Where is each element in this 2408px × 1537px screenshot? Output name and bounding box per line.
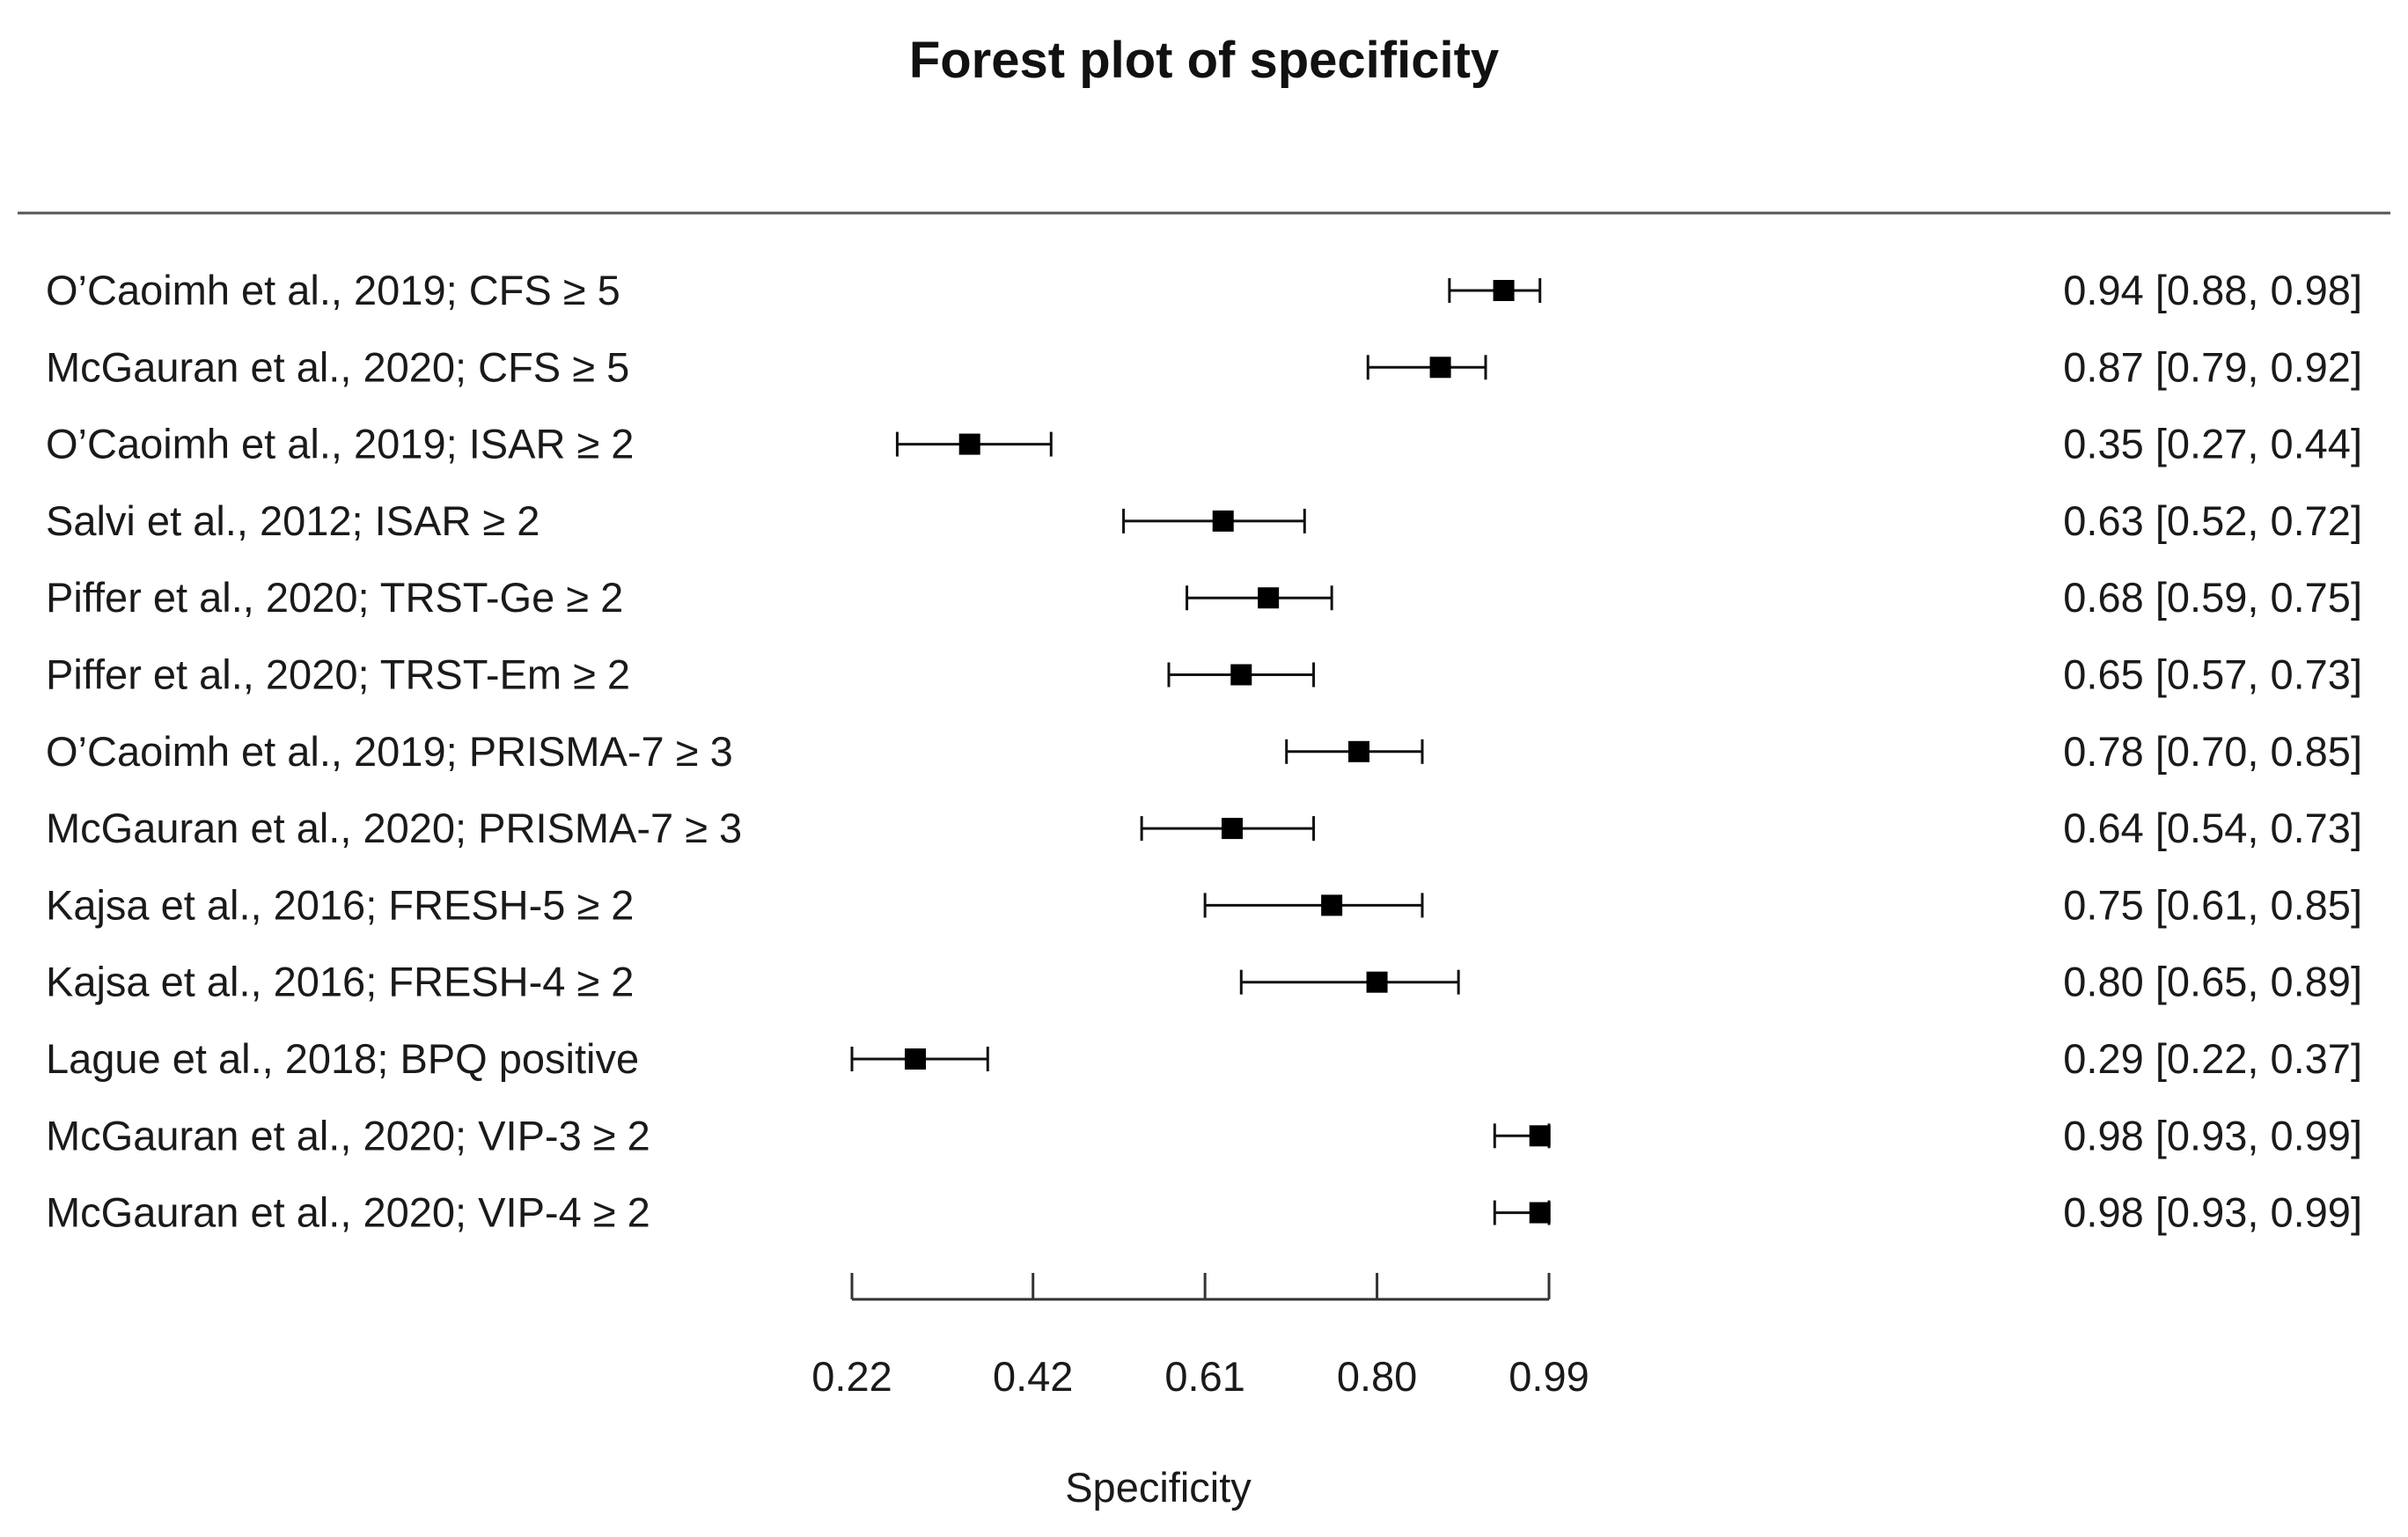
x-axis-label: Specificity: [1065, 1464, 1252, 1511]
study-row: Piffer et al., 2020; TRST-Ge ≥ 2 0.68 [0.…: [46, 574, 2362, 621]
point-estimate-marker: [958, 433, 980, 455]
study-row: O’Caoimh et al., 2019; ISAR ≥ 2 0.35 [0.2…: [46, 421, 2362, 467]
study-value: 0.78 [0.70, 0.85]: [2063, 728, 2362, 775]
study-row: McGauran et al., 2020; CFS ≥ 5 0.87 [0.79…: [46, 343, 2362, 390]
x-tick-label: 0.42: [993, 1353, 1073, 1400]
study-row: Piffer et al., 2020; TRST-Em ≥ 2 0.65 [0.…: [46, 651, 2362, 698]
study-value: 0.29 [0.22, 0.37]: [2063, 1035, 2362, 1082]
x-tick-label: 0.22: [811, 1353, 892, 1400]
study-label: Kajsa et al., 2016; FRESH-4 ≥ 2: [46, 959, 634, 1005]
study-row: Kajsa et al., 2016; FRESH-4 ≥ 2 0.80 [0.6…: [46, 959, 2362, 1005]
study-label: McGauran et al., 2020; PRISMA-7 ≥ 3: [46, 805, 742, 851]
study-label: McGauran et al., 2020; CFS ≥ 5: [46, 343, 629, 390]
point-estimate-marker: [1212, 510, 1234, 532]
study-row: Lague et al., 2018; BPQ positive 0.29 [0.…: [46, 1035, 2362, 1082]
study-label: Salvi et al., 2012; ISAR ≥ 2: [46, 497, 540, 544]
study-label: Lague et al., 2018; BPQ positive: [46, 1035, 639, 1082]
study-label: Piffer et al., 2020; TRST-Ge ≥ 2: [46, 574, 623, 621]
study-value: 0.80 [0.65, 0.89]: [2063, 959, 2362, 1005]
point-estimate-marker: [905, 1048, 926, 1070]
study-value: 0.75 [0.61, 0.85]: [2063, 881, 2362, 928]
study-label: McGauran et al., 2020; VIP-3 ≥ 2: [46, 1112, 650, 1158]
point-estimate-marker: [1493, 280, 1515, 301]
x-tick-label: 0.80: [1337, 1353, 1417, 1400]
point-estimate-marker: [1258, 587, 1280, 609]
study-label: O’Caoimh et al., 2019; ISAR ≥ 2: [46, 421, 634, 467]
study-label: Kajsa et al., 2016; FRESH-5 ≥ 2: [46, 881, 634, 928]
study-row: Kajsa et al., 2016; FRESH-5 ≥ 2 0.75 [0.6…: [46, 881, 2362, 928]
point-estimate-marker: [1321, 894, 1343, 916]
study-rows: O’Caoimh et al., 2019; CFS ≥ 5 0.94 [0.88…: [46, 267, 2362, 1236]
study-row: McGauran et al., 2020; VIP-4 ≥ 2 0.98 [0.…: [46, 1189, 2362, 1236]
study-value: 0.98 [0.93, 0.99]: [2063, 1189, 2362, 1236]
study-value: 0.68 [0.59, 0.75]: [2063, 574, 2362, 621]
x-tick-label: 0.61: [1164, 1353, 1244, 1400]
study-label: O’Caoimh et al., 2019; PRISMA-7 ≥ 3: [46, 728, 733, 775]
x-axis: 0.22 0.42 0.61 0.80 0.99: [811, 1273, 1589, 1400]
study-row: O’Caoimh et al., 2019; PRISMA-7 ≥ 3 0.78 …: [46, 728, 2362, 775]
x-tick-label: 0.99: [1509, 1353, 1589, 1400]
study-value: 0.64 [0.54, 0.73]: [2063, 805, 2362, 851]
study-value: 0.98 [0.93, 0.99]: [2063, 1112, 2362, 1158]
study-row: McGauran et al., 2020; PRISMA-7 ≥ 3 0.64 …: [46, 805, 2362, 851]
study-row: O’Caoimh et al., 2019; CFS ≥ 5 0.94 [0.88…: [46, 267, 2362, 313]
point-estimate-marker: [1366, 971, 1388, 993]
study-value: 0.94 [0.88, 0.98]: [2063, 267, 2362, 313]
point-estimate-marker: [1222, 818, 1243, 840]
study-row: McGauran et al., 2020; VIP-3 ≥ 2 0.98 [0.…: [46, 1112, 2362, 1158]
point-estimate-marker: [1529, 1202, 1551, 1224]
point-estimate-marker: [1348, 740, 1369, 762]
study-value: 0.65 [0.57, 0.73]: [2063, 651, 2362, 698]
point-estimate-marker: [1429, 357, 1451, 379]
chart-title: Forest plot of specificity: [909, 32, 1499, 89]
study-label: Piffer et al., 2020; TRST-Em ≥ 2: [46, 651, 630, 698]
study-label: O’Caoimh et al., 2019; CFS ≥ 5: [46, 267, 620, 313]
study-value: 0.87 [0.79, 0.92]: [2063, 343, 2362, 390]
point-estimate-marker: [1529, 1125, 1551, 1147]
study-value: 0.63 [0.52, 0.72]: [2063, 497, 2362, 544]
point-estimate-marker: [1230, 664, 1252, 686]
study-label: McGauran et al., 2020; VIP-4 ≥ 2: [46, 1189, 650, 1236]
study-value: 0.35 [0.27, 0.44]: [2063, 421, 2362, 467]
study-row: Salvi et al., 2012; ISAR ≥ 2 0.63 [0.52, …: [46, 497, 2362, 544]
